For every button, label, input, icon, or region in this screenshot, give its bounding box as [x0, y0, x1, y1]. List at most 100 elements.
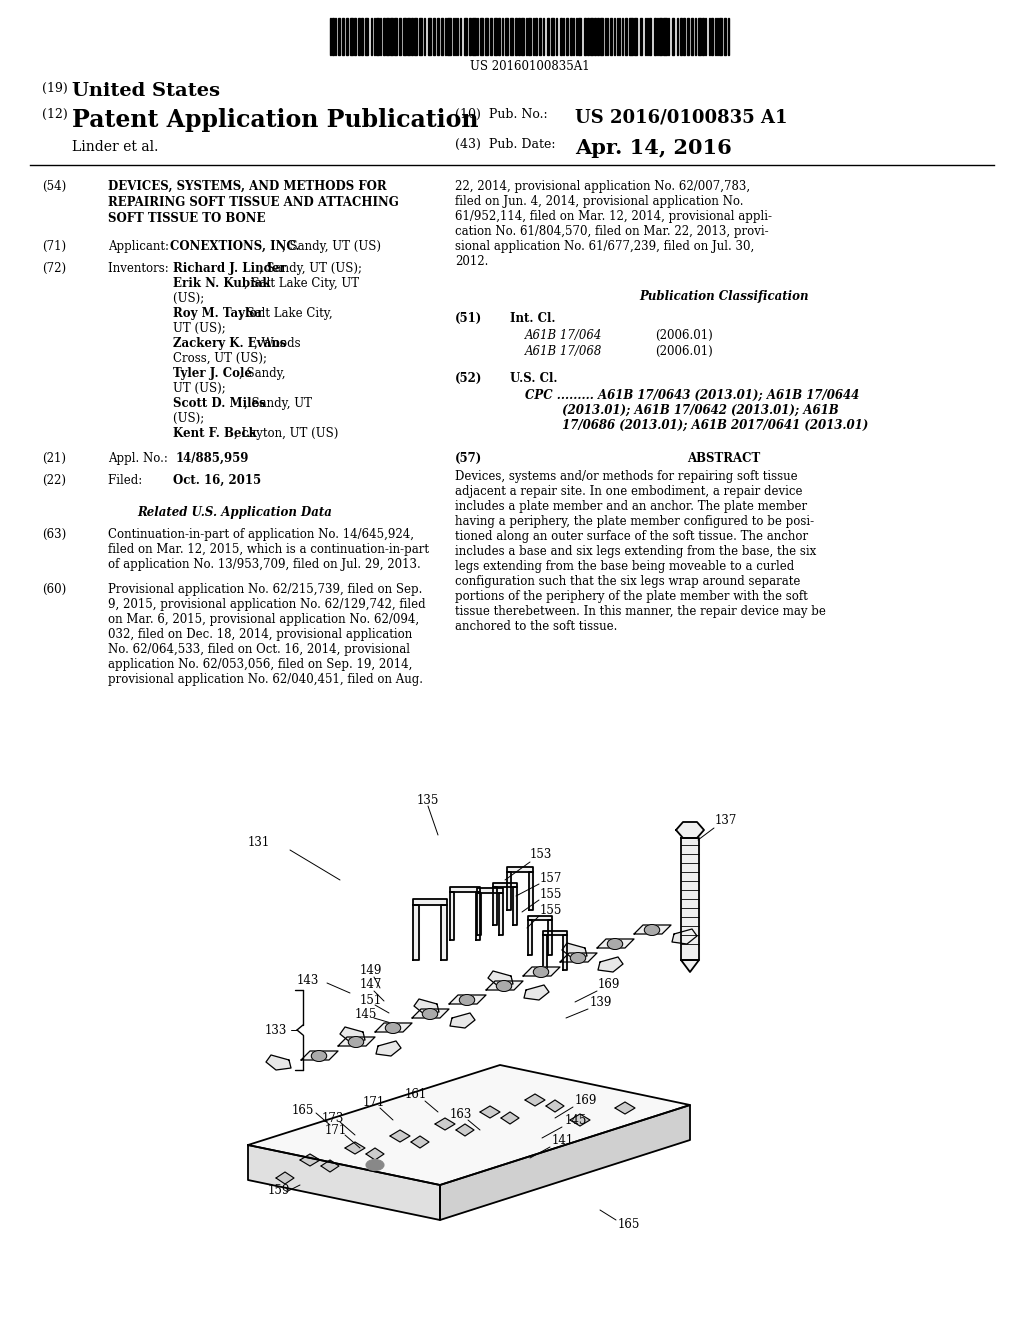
Text: Continuation-in-part of application No. 14/645,924,: Continuation-in-part of application No. …: [108, 528, 414, 541]
Polygon shape: [548, 920, 552, 954]
Bar: [383, 18, 384, 55]
Polygon shape: [440, 1105, 690, 1220]
Bar: [570, 18, 571, 55]
Bar: [386, 18, 388, 55]
Bar: [587, 18, 589, 55]
Bar: [668, 18, 669, 55]
Text: 139: 139: [590, 997, 612, 1010]
Text: Roy M. Taylor: Roy M. Taylor: [173, 308, 263, 319]
Polygon shape: [413, 899, 447, 906]
Bar: [402, 18, 406, 55]
Bar: [338, 18, 340, 55]
Text: 145: 145: [565, 1114, 588, 1126]
Polygon shape: [321, 1160, 339, 1172]
Bar: [677, 18, 678, 55]
Bar: [441, 18, 443, 55]
Bar: [469, 18, 470, 55]
Bar: [711, 18, 713, 55]
Bar: [411, 18, 413, 55]
Text: Scott D. Miles: Scott D. Miles: [173, 397, 266, 411]
Text: Provisional application No. 62/215,739, filed on Sep.: Provisional application No. 62/215,739, …: [108, 583, 422, 597]
Text: U.S. Cl.: U.S. Cl.: [510, 372, 557, 385]
Bar: [551, 18, 554, 55]
Text: 169: 169: [575, 1093, 597, 1106]
Text: having a periphery, the plate member configured to be posi-: having a periphery, the plate member con…: [455, 515, 814, 528]
Text: UT (US);: UT (US);: [173, 322, 229, 335]
Ellipse shape: [348, 1036, 364, 1048]
Text: , Sandy, UT (US): , Sandy, UT (US): [282, 240, 381, 253]
Polygon shape: [414, 999, 439, 1014]
Polygon shape: [248, 1065, 690, 1185]
Text: , Sandy, UT (US);: , Sandy, UT (US);: [259, 261, 361, 275]
Text: 169: 169: [598, 978, 621, 991]
Text: , Salt Lake City, UT: , Salt Lake City, UT: [244, 277, 358, 290]
Text: Richard J. Linder: Richard J. Linder: [173, 261, 286, 275]
Polygon shape: [507, 873, 511, 909]
Bar: [407, 18, 410, 55]
Polygon shape: [449, 995, 486, 1005]
Polygon shape: [441, 906, 447, 960]
Text: , Sandy, UT: , Sandy, UT: [244, 397, 311, 411]
Bar: [547, 18, 549, 55]
Text: application No. 62/053,056, filed on Sep. 19, 2014,: application No. 62/053,056, filed on Sep…: [108, 657, 413, 671]
Text: configuration such that the six legs wrap around separate: configuration such that the six legs wra…: [455, 576, 801, 587]
Bar: [427, 18, 431, 55]
Polygon shape: [523, 968, 560, 975]
Text: Filed:: Filed:: [108, 474, 176, 487]
Text: No. 62/064,533, filed on Oct. 16, 2014, provisional: No. 62/064,533, filed on Oct. 16, 2014, …: [108, 643, 410, 656]
Text: , Woods: , Woods: [254, 337, 300, 350]
Text: Cross, UT (US);: Cross, UT (US);: [173, 352, 270, 366]
Text: 153: 153: [530, 849, 552, 862]
Bar: [659, 18, 662, 55]
Polygon shape: [412, 1008, 449, 1018]
Text: Patent Application Publication: Patent Application Publication: [72, 108, 478, 132]
Text: 133: 133: [265, 1023, 288, 1036]
Polygon shape: [480, 1106, 500, 1118]
Text: DEVICES, SYSTEMS, AND METHODS FOR: DEVICES, SYSTEMS, AND METHODS FOR: [108, 180, 387, 193]
Polygon shape: [477, 888, 503, 894]
Bar: [555, 18, 557, 55]
Bar: [724, 18, 726, 55]
Bar: [525, 18, 527, 55]
Ellipse shape: [366, 1159, 384, 1171]
Bar: [578, 18, 581, 55]
Bar: [701, 18, 705, 55]
Text: Erik N. Kubiak: Erik N. Kubiak: [173, 277, 270, 290]
Text: tioned along an outer surface of the soft tissue. The anchor: tioned along an outer surface of the sof…: [455, 531, 808, 543]
Text: 032, filed on Dec. 18, 2014, provisional application: 032, filed on Dec. 18, 2014, provisional…: [108, 628, 413, 642]
Ellipse shape: [570, 953, 586, 964]
Polygon shape: [513, 887, 517, 925]
Bar: [680, 18, 682, 55]
Bar: [543, 18, 544, 55]
Text: (52): (52): [455, 372, 482, 385]
Bar: [390, 18, 392, 55]
Text: Devices, systems and/or methods for repairing soft tissue: Devices, systems and/or methods for repa…: [455, 470, 798, 483]
Text: Inventors:: Inventors:: [108, 261, 176, 275]
Bar: [694, 18, 696, 55]
Bar: [376, 18, 379, 55]
Polygon shape: [450, 892, 454, 940]
Text: Zackery K. Evans: Zackery K. Evans: [173, 337, 287, 350]
Bar: [353, 18, 356, 55]
Polygon shape: [340, 1027, 365, 1041]
Polygon shape: [476, 892, 480, 940]
Text: 137: 137: [715, 813, 737, 826]
Polygon shape: [376, 1041, 401, 1056]
Bar: [341, 18, 344, 55]
Polygon shape: [435, 1118, 455, 1130]
Text: REPAIRING SOFT TISSUE AND ATTACHING: REPAIRING SOFT TISSUE AND ATTACHING: [108, 195, 398, 209]
Text: (51): (51): [455, 312, 482, 325]
Text: 159: 159: [268, 1184, 291, 1196]
Polygon shape: [615, 1102, 635, 1114]
Polygon shape: [525, 1094, 545, 1106]
Text: (US);: (US);: [173, 292, 208, 305]
Bar: [597, 18, 598, 55]
Text: legs extending from the base being moveable to a curled: legs extending from the base being movea…: [455, 560, 795, 573]
Bar: [565, 18, 567, 55]
Bar: [590, 18, 593, 55]
Text: 165: 165: [292, 1104, 314, 1117]
Text: 131: 131: [248, 836, 270, 849]
Polygon shape: [528, 916, 552, 920]
Bar: [460, 18, 461, 55]
Text: 161: 161: [406, 1089, 427, 1101]
